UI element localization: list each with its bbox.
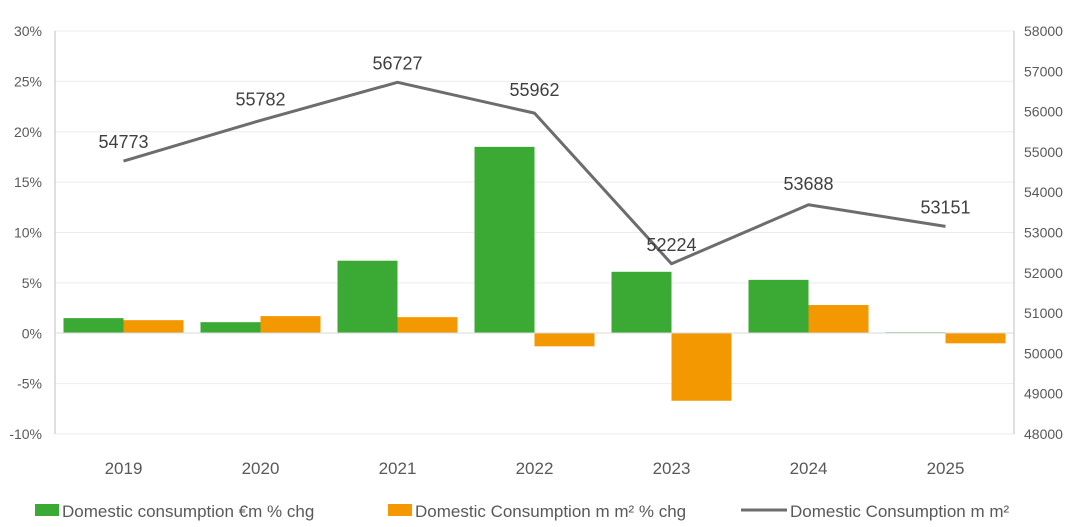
category-label: 2023 (653, 459, 691, 478)
left-tick-label: -5% (17, 376, 42, 392)
bar-volume-chg (534, 333, 595, 347)
right-tick-label: 54000 (1024, 184, 1063, 200)
right-tick-label: 55000 (1024, 144, 1063, 160)
line-series (123, 80, 946, 266)
category-axis: 2019 2020 2021 2022 2023 2024 2025 (105, 459, 965, 478)
right-tick-label: 56000 (1024, 104, 1063, 120)
right-tick-label: 58000 (1024, 23, 1063, 39)
category-label: 2021 (379, 459, 417, 478)
right-tick-label: 48000 (1024, 426, 1063, 442)
category-label: 2019 (105, 459, 143, 478)
bars (63, 146, 1006, 401)
line-data-label: 55962 (509, 80, 559, 100)
category-label: 2024 (790, 459, 828, 478)
left-tick-label: 15% (14, 174, 42, 190)
left-tick-label: 25% (14, 73, 42, 89)
legend: Domestic consumption €m % chg Domestic Co… (35, 502, 1010, 521)
bar-value-chg (200, 322, 261, 333)
legend-label: Domestic Consumption m m² % chg (415, 502, 686, 521)
axes (54, 31, 1015, 434)
left-tick-label: -10% (9, 426, 42, 442)
bar-value-chg (748, 279, 809, 333)
right-tick-label: 49000 (1024, 386, 1063, 402)
left-tick-label: 0% (22, 325, 42, 341)
line-data-label: 55782 (235, 89, 285, 109)
bar-volume-chg (123, 320, 184, 333)
line-data-label: 56727 (372, 53, 422, 73)
bar-value-chg (63, 318, 124, 333)
bar-volume-chg (945, 333, 1006, 344)
left-tick-label: 30% (14, 23, 42, 39)
data-labels: 54773 55782 56727 55962 52224 53688 53151 (98, 53, 970, 254)
left-tick-label: 10% (14, 225, 42, 241)
legend-label: Domestic Consumption m m² (790, 502, 1010, 521)
bar-volume-chg (808, 305, 869, 333)
right-tick-label: 57000 (1024, 63, 1063, 79)
consumption-line (123, 80, 946, 266)
right-tick-label: 50000 (1024, 345, 1063, 361)
left-tick-label: 5% (22, 275, 42, 291)
line-data-label: 53151 (920, 197, 970, 217)
legend-swatch (388, 504, 412, 516)
left-axis: 30% 25% 20% 15% 10% 5% 0% -5% -10% (9, 23, 42, 442)
bar-value-chg (611, 271, 672, 333)
bar-value-chg (474, 146, 535, 333)
right-axis: 58000 57000 56000 55000 54000 53000 52000 51000… (1024, 23, 1063, 442)
bar-volume-chg (260, 316, 321, 333)
line-data-label: 53688 (783, 174, 833, 194)
left-tick-label: 20% (14, 124, 42, 140)
bar-value-chg (337, 260, 398, 333)
legend-swatch (35, 504, 59, 516)
line-data-label: 52224 (646, 235, 696, 255)
legend-label: Domestic consumption €m % chg (62, 502, 314, 521)
right-tick-label: 52000 (1024, 265, 1063, 281)
right-tick-label: 51000 (1024, 305, 1063, 321)
right-tick-label: 53000 (1024, 225, 1063, 241)
line-data-label: 54773 (98, 132, 148, 152)
category-label: 2020 (242, 459, 280, 478)
bar-volume-chg (671, 333, 732, 401)
category-label: 2025 (927, 459, 965, 478)
bar-volume-chg (397, 317, 458, 333)
category-label: 2022 (516, 459, 554, 478)
